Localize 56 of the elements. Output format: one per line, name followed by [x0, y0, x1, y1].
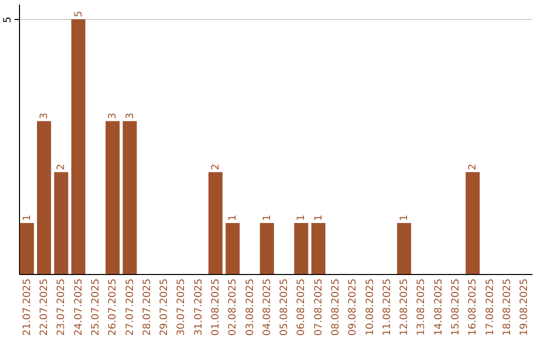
bar	[20, 223, 34, 274]
x-tick-label: 07.08.2025	[313, 278, 324, 336]
data-label: 1	[228, 214, 239, 222]
x-tick-label: 03.08.2025	[244, 278, 256, 336]
x-tick-label: 18.08.2025	[502, 278, 513, 336]
bar	[311, 223, 326, 274]
bar	[37, 121, 52, 274]
x-tick-label: 15.08.2025	[450, 278, 462, 336]
bar	[397, 223, 412, 274]
x-tick-label: 17.08.2025	[484, 278, 496, 336]
x-tick-label: 09.08.2025	[348, 278, 359, 336]
x-tick-label: 31.07.2025	[193, 278, 204, 336]
data-label: 1	[399, 214, 410, 222]
x-tick-label: 28.07.2025	[142, 278, 153, 336]
bar	[466, 172, 480, 274]
data-label: 3	[39, 112, 50, 120]
x-tick-label: 23.07.2025	[56, 278, 68, 336]
x-tick-label: 27.07.2025	[124, 278, 136, 336]
x-tick-label: 04.08.2025	[262, 278, 273, 336]
x-tick-label: 16.08.2025	[468, 278, 479, 336]
x-tick-label: 12.08.2025	[399, 278, 410, 336]
x-tick-label: 10.08.2025	[364, 278, 376, 336]
bar	[208, 172, 223, 274]
x-tick-label: 08.08.2025	[330, 278, 342, 336]
bar	[226, 223, 240, 274]
bar	[71, 19, 86, 274]
x-tick-label: 25.07.2025	[90, 278, 102, 336]
x-tick-label: 26.07.2025	[108, 278, 119, 336]
data-label: 1	[313, 214, 324, 222]
data-label: 1	[22, 214, 33, 222]
data-label: 1	[296, 214, 308, 222]
data-label: 3	[124, 112, 136, 120]
x-tick-label: 11.08.2025	[382, 278, 393, 336]
bar	[294, 223, 308, 274]
bar	[106, 121, 120, 274]
data-label: 2	[210, 164, 222, 170]
x-tick-label: 01.08.2025	[210, 278, 222, 336]
x-tick-label: 22.07.2025	[39, 278, 50, 336]
x-tick-label: 02.08.2025	[228, 278, 239, 336]
x-tick-label: 05.08.2025	[279, 278, 290, 336]
bar	[54, 172, 68, 274]
x-tick-label: 14.08.2025	[433, 278, 444, 336]
data-label: 5	[73, 10, 84, 18]
x-tick-label: 30.07.2025	[176, 278, 188, 336]
data-label: 1	[262, 214, 273, 222]
x-tick-label: 19.08.2025	[519, 278, 530, 336]
x-tick-label: 24.07.2025	[73, 278, 84, 336]
bar	[122, 121, 137, 274]
data-label: 2	[56, 164, 68, 170]
data-label: 2	[468, 164, 479, 170]
x-tick-label: 21.07.2025	[22, 278, 33, 336]
data-label: 3	[108, 112, 119, 120]
x-tick-label: 06.08.2025	[296, 278, 308, 336]
x-tick-label: 29.07.2025	[159, 278, 170, 336]
bar	[260, 223, 274, 274]
x-tick-label: 13.08.2025	[416, 278, 428, 336]
